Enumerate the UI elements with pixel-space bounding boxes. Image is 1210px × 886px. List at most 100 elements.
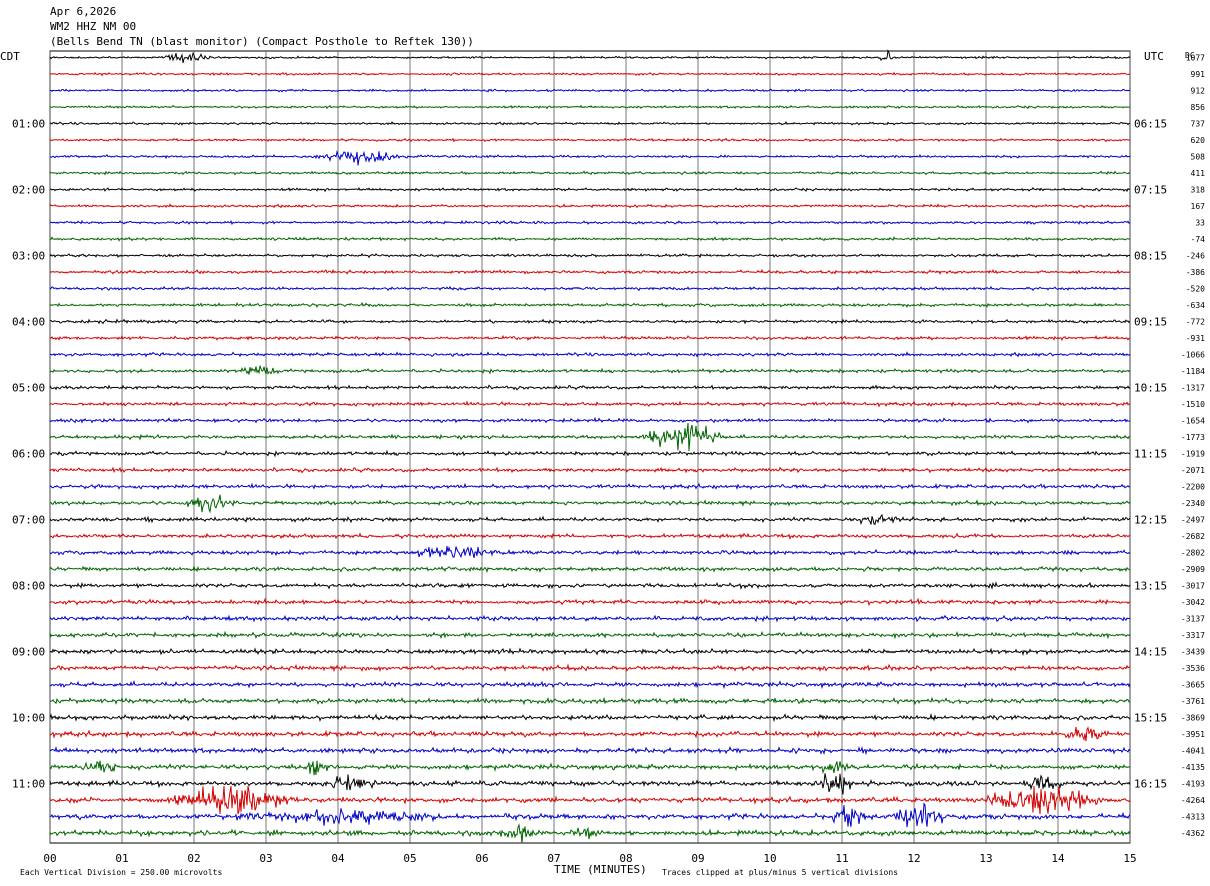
seismic-trace bbox=[49, 400, 1131, 408]
x-tick-label: 00 bbox=[43, 852, 56, 865]
utc-hour-label: 14:15 bbox=[1134, 646, 1167, 659]
dc-offset-label: -3536 bbox=[1181, 664, 1205, 673]
cdt-hour-label: 08:00 bbox=[12, 580, 45, 593]
seismic-trace bbox=[49, 104, 1131, 110]
seismic-trace bbox=[49, 647, 1131, 657]
vertical-gridlines bbox=[49, 51, 1131, 843]
seismic-trace bbox=[49, 630, 1131, 640]
utc-hour-label: 16:15 bbox=[1134, 778, 1167, 791]
utc-axis-label: UTC bbox=[1144, 50, 1164, 63]
dc-axis-label: DC bbox=[1185, 51, 1195, 60]
x-tick-label: 06 bbox=[475, 852, 488, 865]
date-label: Apr 6,2026 bbox=[50, 5, 117, 18]
x-tick-label: 08 bbox=[619, 852, 632, 865]
cdt-hour-label: 02:00 bbox=[12, 184, 45, 197]
x-tick-label: 10 bbox=[763, 852, 776, 865]
dc-offset-label: -520 bbox=[1186, 285, 1205, 294]
cdt-hour-label: 05:00 bbox=[12, 382, 45, 395]
dc-offset-label: 508 bbox=[1191, 153, 1206, 162]
dc-offset-label: -2340 bbox=[1181, 499, 1205, 508]
dc-offset-label: -1184 bbox=[1181, 367, 1205, 376]
x-axis-title: TIME (MINUTES) bbox=[554, 863, 647, 876]
dc-offset-label: 620 bbox=[1191, 136, 1206, 145]
seismic-trace bbox=[49, 285, 1131, 292]
dc-offset-label: 318 bbox=[1191, 186, 1206, 195]
dc-offset-label: -4193 bbox=[1181, 780, 1205, 789]
cdt-hour-label: 10:00 bbox=[12, 712, 45, 725]
seismic-trace bbox=[49, 597, 1131, 607]
cdt-hour-label: 03:00 bbox=[12, 250, 45, 263]
seismic-trace bbox=[49, 545, 1131, 559]
dc-offset-label: -4362 bbox=[1181, 829, 1205, 838]
plot-frame bbox=[49, 50, 1131, 844]
seismic-trace bbox=[49, 71, 1131, 77]
seismic-trace bbox=[49, 252, 1131, 259]
dc-offset-label: -3017 bbox=[1181, 582, 1205, 591]
dc-offset-label: -386 bbox=[1186, 268, 1205, 277]
seismic-trace bbox=[49, 802, 1131, 828]
dc-offset-label: 737 bbox=[1191, 120, 1206, 129]
dc-offset-label: -3042 bbox=[1181, 598, 1205, 607]
x-tick-label: 11 bbox=[835, 852, 848, 865]
dc-offset-label: -2200 bbox=[1181, 483, 1205, 492]
dc-offset-label: 991 bbox=[1191, 70, 1206, 79]
seismic-trace bbox=[49, 351, 1131, 358]
dc-offset-label: -634 bbox=[1186, 301, 1205, 310]
cdt-hour-label: 04:00 bbox=[12, 316, 45, 329]
utc-hour-label: 15:15 bbox=[1134, 712, 1167, 725]
seismic-trace bbox=[49, 581, 1131, 590]
dc-offset-label: -3761 bbox=[1181, 697, 1205, 706]
dc-offset-label: -4041 bbox=[1181, 747, 1205, 756]
seismic-trace bbox=[49, 268, 1131, 275]
dc-offset-label: 33 bbox=[1195, 219, 1205, 228]
x-tick-label: 15 bbox=[1123, 852, 1136, 865]
seismic-trace bbox=[49, 466, 1131, 474]
seismic-trace bbox=[49, 449, 1131, 458]
dc-offset-label: -4264 bbox=[1181, 796, 1205, 805]
seismic-trace bbox=[49, 170, 1131, 176]
x-tick-label: 14 bbox=[1051, 852, 1065, 865]
dc-offset-label: -4135 bbox=[1181, 763, 1205, 772]
utc-hour-label: 13:15 bbox=[1134, 580, 1167, 593]
cdt-hour-label: 11:00 bbox=[12, 778, 45, 791]
dc-offset-label: -246 bbox=[1186, 252, 1205, 261]
footer-clip-note: Traces clipped at plus/minus 5 vertical … bbox=[662, 868, 898, 877]
seismic-trace bbox=[49, 773, 1131, 795]
dc-offset-label: 167 bbox=[1191, 202, 1206, 211]
dc-offset-label: 912 bbox=[1191, 87, 1206, 96]
seismic-trace bbox=[49, 614, 1131, 623]
station-label: WM2 HHZ NM 00 bbox=[50, 20, 137, 33]
dc-offset-label: -2497 bbox=[1181, 516, 1205, 525]
seismic-trace bbox=[49, 49, 1131, 64]
dc-offset-label: -3439 bbox=[1181, 648, 1205, 657]
seismic-trace bbox=[49, 745, 1131, 756]
seismic-trace bbox=[49, 532, 1131, 540]
dc-offset-label: -1919 bbox=[1181, 450, 1205, 459]
utc-hour-label: 06:15 bbox=[1134, 118, 1167, 131]
seismic-trace bbox=[49, 334, 1131, 342]
dc-offset-label: -3137 bbox=[1181, 615, 1205, 624]
cdt-hour-label: 06:00 bbox=[12, 448, 45, 461]
seismic-trace bbox=[49, 663, 1131, 673]
x-tick-label: 07 bbox=[547, 852, 560, 865]
axis-labels: 00 01 02 03 04 05 06 07 08 09 10 11 12 13 14 15 1077 991 9… bbox=[12, 54, 1205, 866]
x-tick-label: 04 bbox=[331, 852, 345, 865]
seismic-trace bbox=[49, 365, 1131, 375]
seismic-trace bbox=[49, 712, 1131, 723]
cdt-hour-label: 01:00 bbox=[12, 118, 45, 131]
x-tick-label: 02 bbox=[187, 852, 200, 865]
dc-offset-label: -1773 bbox=[1181, 433, 1205, 442]
seismic-trace bbox=[49, 823, 1131, 844]
dc-offset-label: -1510 bbox=[1181, 400, 1205, 409]
seismic-trace bbox=[49, 482, 1131, 491]
utc-hour-label: 09:15 bbox=[1134, 316, 1167, 329]
seismic-traces bbox=[49, 49, 1131, 844]
station-description: (Bells Bend TN (blast monitor) (Compact … bbox=[50, 35, 474, 48]
x-tick-label: 13 bbox=[979, 852, 992, 865]
cdt-hour-label: 09:00 bbox=[12, 646, 45, 659]
seismic-trace bbox=[49, 785, 1131, 815]
seismic-trace bbox=[49, 564, 1131, 573]
dc-offset-label: -2682 bbox=[1181, 532, 1205, 541]
utc-hour-label: 08:15 bbox=[1134, 250, 1167, 263]
seismic-trace bbox=[49, 422, 1131, 452]
